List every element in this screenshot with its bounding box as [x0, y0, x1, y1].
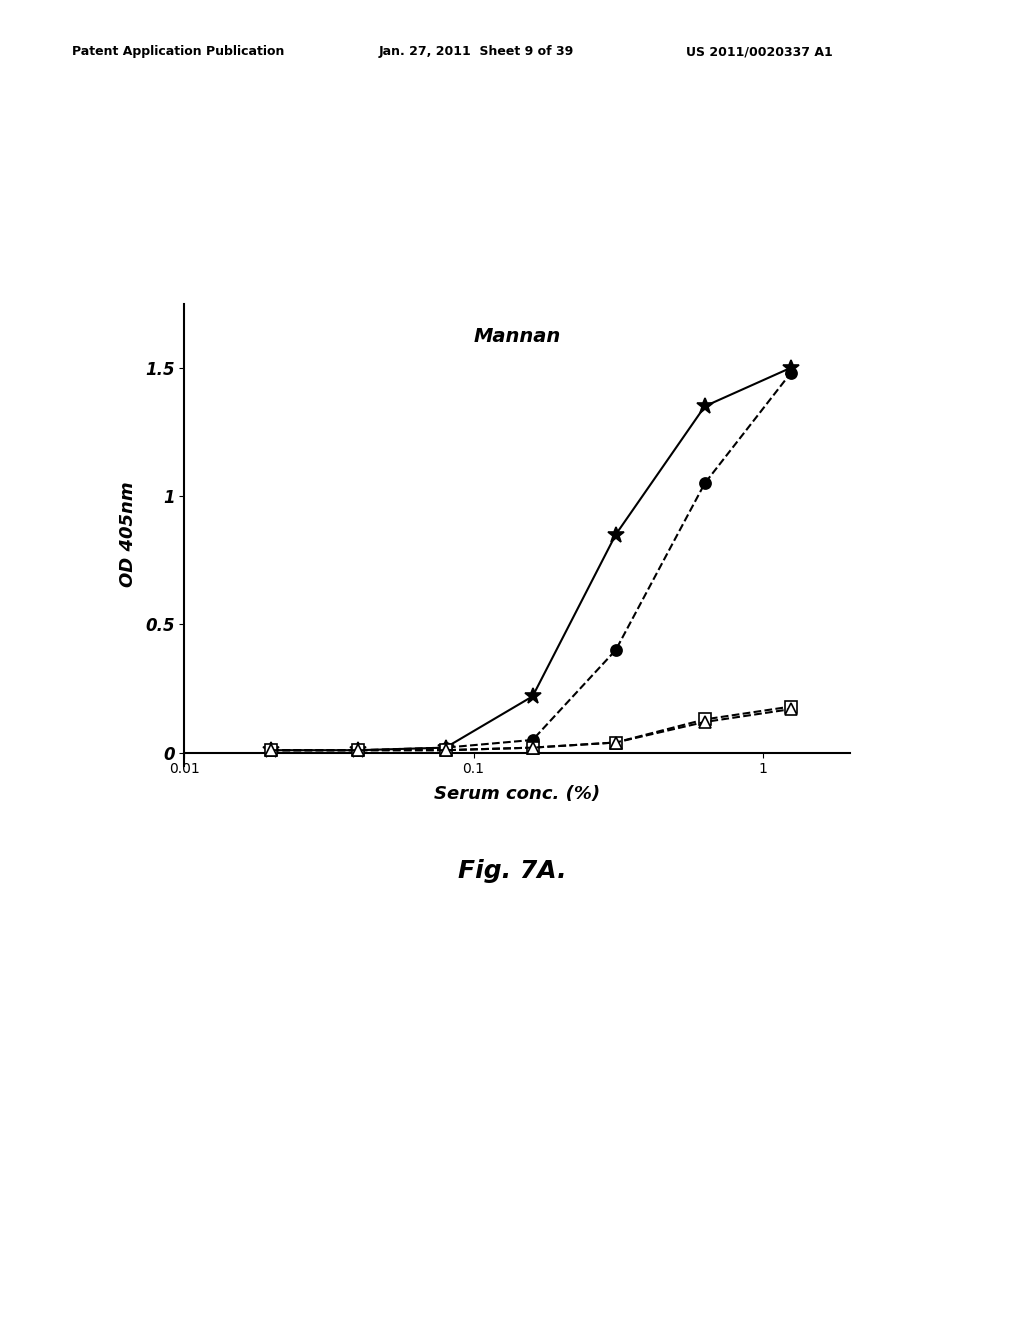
Text: Jan. 27, 2011  Sheet 9 of 39: Jan. 27, 2011 Sheet 9 of 39 [379, 45, 574, 58]
X-axis label: Serum conc. (%): Serum conc. (%) [434, 785, 600, 803]
Text: US 2011/0020337 A1: US 2011/0020337 A1 [686, 45, 833, 58]
Y-axis label: OD 405nm: OD 405nm [119, 482, 136, 587]
Text: Patent Application Publication: Patent Application Publication [72, 45, 284, 58]
Text: Mannan: Mannan [473, 327, 561, 346]
Text: Fig. 7A.: Fig. 7A. [458, 859, 566, 883]
